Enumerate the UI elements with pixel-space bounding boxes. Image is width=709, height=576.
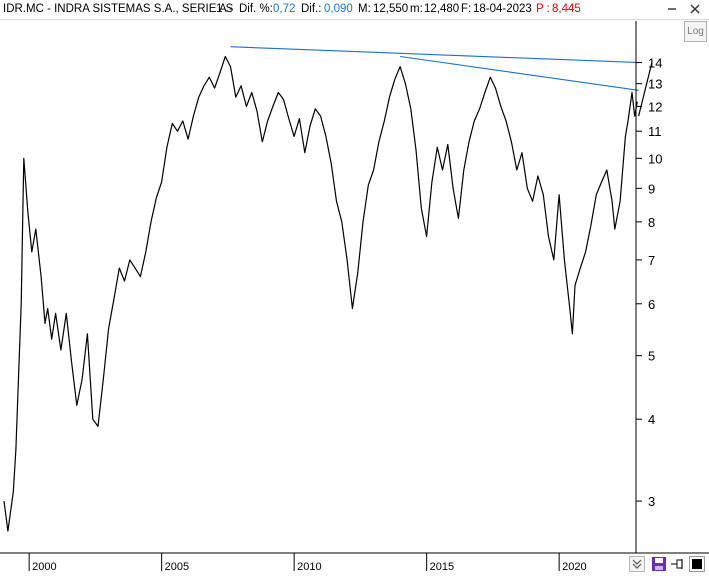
max-value: 12,550 <box>373 3 409 15</box>
y-tick-label: 4 <box>648 412 655 427</box>
ticker-title: IDR.MC - INDRA SISTEMAS S.A., SERIE A - <box>3 3 234 15</box>
y-tick-label: 8 <box>648 215 655 230</box>
y-tick-label: 14 <box>648 56 662 71</box>
x-tick-label: 2005 <box>165 561 189 573</box>
price-value: 8,445 <box>552 3 581 15</box>
period-label: 1 S <box>216 3 234 15</box>
y-tick-label: 13 <box>648 77 662 92</box>
dif-pct-value: 0,72 <box>273 3 296 15</box>
x-tick-label: 2000 <box>32 561 56 573</box>
min-value: 12,480 <box>424 3 460 15</box>
resistance-trendline-lower[interactable] <box>400 55 639 91</box>
date-value: 18-04-2023 <box>473 3 532 15</box>
price-chart: 3 4 5 6 7 8 9 10 11 12 13 14 2000 2005 2010 2015 2020 <box>0 21 709 573</box>
close-icon[interactable] <box>688 2 702 16</box>
price-series-line <box>3 55 638 532</box>
y-tick-label: 3 <box>648 494 655 509</box>
projection-series-line <box>638 62 653 117</box>
price-label: P : <box>536 3 550 15</box>
x-tick-label: 2020 <box>562 561 586 573</box>
y-tick-label: 10 <box>648 151 662 166</box>
chevron-down-double-icon[interactable] <box>629 556 645 572</box>
y-tick-label: 11 <box>648 124 662 139</box>
min-label: m: <box>410 3 423 15</box>
y-tick-label: 12 <box>648 99 662 114</box>
dif-label: Dif.: <box>301 3 322 15</box>
y-tick-label: 5 <box>648 349 655 364</box>
y-tick-label: 7 <box>648 253 655 268</box>
date-label: F: <box>461 3 472 15</box>
pin-icon[interactable] <box>669 556 685 572</box>
chart-header: IDR.MC - INDRA SISTEMAS S.A., SERIE A - … <box>0 0 709 20</box>
max-label: M: <box>358 3 371 15</box>
minimize-icon[interactable] <box>665 2 679 16</box>
x-tick-label: 2010 <box>297 561 321 573</box>
dif-value: 0,090 <box>324 3 353 15</box>
dif-pct-label: Dif. %: <box>239 3 273 15</box>
y-tick-label: 6 <box>648 297 655 312</box>
log-scale-button[interactable]: Log <box>684 21 707 42</box>
save-icon[interactable] <box>651 556 667 572</box>
y-tick-label: 9 <box>648 181 655 196</box>
x-tick-label: 2015 <box>430 561 454 573</box>
resistance-trendline-upper[interactable] <box>230 46 639 64</box>
color-swatch-icon[interactable] <box>689 556 705 572</box>
